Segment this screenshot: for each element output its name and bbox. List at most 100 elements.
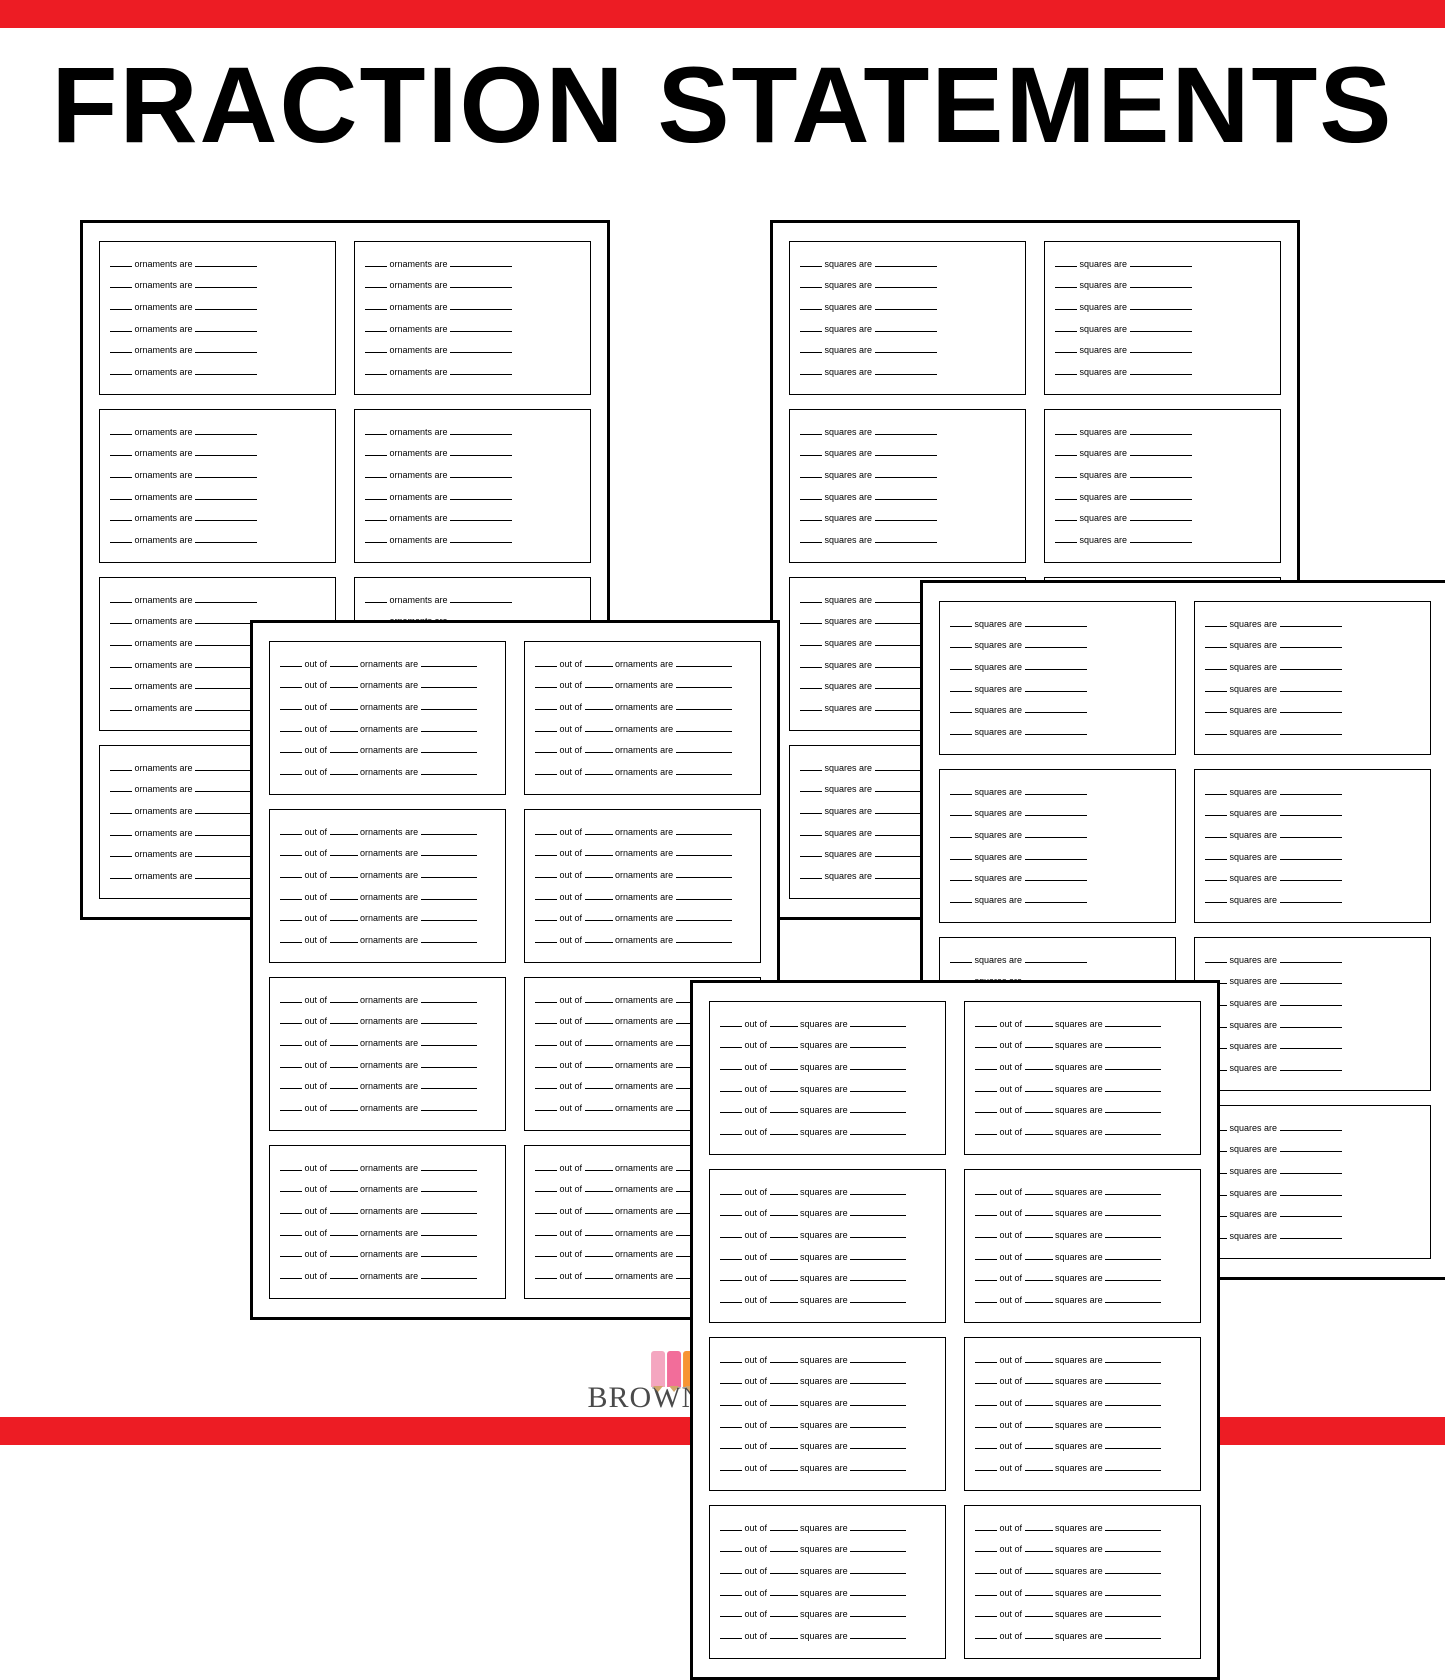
statement-line: squares are	[800, 467, 1015, 483]
statement-line: out of squares are	[975, 1081, 1190, 1097]
statement-line: out of ornaments are	[280, 1013, 495, 1029]
statement-line: ornaments are	[365, 424, 580, 440]
statement-line: out of ornaments are	[280, 1268, 495, 1284]
statement-line: out of squares are	[975, 1438, 1190, 1454]
statement-line: ornaments are	[365, 256, 580, 272]
statement-line: squares are	[1055, 299, 1270, 315]
statement-card: out of ornaments are out of ornaments ar…	[269, 1145, 506, 1299]
statement-line: squares are	[950, 659, 1165, 675]
statement-line: squares are	[1055, 489, 1270, 505]
statement-line: out of squares are	[720, 1606, 935, 1622]
statement-line: out of ornaments are	[535, 889, 750, 905]
statement-line: squares are	[1205, 1017, 1420, 1033]
statement-line: squares are	[1205, 784, 1420, 800]
statement-line: out of ornaments are	[280, 845, 495, 861]
page-title: FRACTION STATEMENTS	[0, 42, 1445, 167]
statement-card: squares are squares are squares are squa…	[789, 241, 1026, 395]
statement-line: squares are	[1205, 1038, 1420, 1054]
statement-line: out of ornaments are	[280, 699, 495, 715]
statement-line: squares are	[1205, 1185, 1420, 1201]
statement-card: ornaments are ornaments are ornaments ar…	[354, 241, 591, 395]
statement-line: squares are	[800, 510, 1015, 526]
statement-line: out of squares are	[975, 1184, 1190, 1200]
statement-line: squares are	[1055, 467, 1270, 483]
statement-line: out of squares are	[720, 1417, 935, 1433]
statement-line: out of ornaments are	[280, 1035, 495, 1051]
statement-card: out of ornaments are out of ornaments ar…	[524, 641, 761, 795]
statement-line: squares are	[800, 532, 1015, 548]
statement-card: out of ornaments are out of ornaments ar…	[269, 809, 506, 963]
statement-line: out of squares are	[720, 1395, 935, 1411]
statement-line: out of ornaments are	[280, 764, 495, 780]
statement-line: out of squares are	[720, 1227, 935, 1243]
statement-line: out of ornaments are	[535, 656, 750, 672]
statement-line: ornaments are	[110, 489, 325, 505]
statement-line: out of squares are	[720, 1628, 935, 1644]
statement-line: squares are	[1205, 724, 1420, 740]
statement-line: out of ornaments are	[280, 677, 495, 693]
statement-line: out of squares are	[975, 1520, 1190, 1536]
statement-line: out of squares are	[720, 1124, 935, 1140]
statement-line: squares are	[950, 637, 1165, 653]
statement-line: ornaments are	[365, 592, 580, 608]
statement-line: ornaments are	[365, 277, 580, 293]
statement-line: squares are	[800, 256, 1015, 272]
statement-line: ornaments are	[110, 532, 325, 548]
statement-line: out of ornaments are	[280, 1203, 495, 1219]
statement-line: out of squares are	[975, 1628, 1190, 1644]
statement-line: squares are	[1205, 952, 1420, 968]
statement-line: ornaments are	[365, 489, 580, 505]
statement-line: out of squares are	[975, 1563, 1190, 1579]
statement-line: squares are	[1205, 849, 1420, 865]
statement-line: squares are	[1205, 659, 1420, 675]
statement-card: out of ornaments are out of ornaments ar…	[269, 977, 506, 1131]
pencil-icon	[651, 1351, 665, 1387]
statement-card: out of squares are out of squares are ou…	[964, 1337, 1201, 1491]
statement-line: out of ornaments are	[535, 910, 750, 926]
statement-line: squares are	[1205, 681, 1420, 697]
statement-card: out of squares are out of squares are ou…	[709, 1169, 946, 1323]
statement-line: out of ornaments are	[535, 721, 750, 737]
statement-line: out of squares are	[720, 1037, 935, 1053]
statement-line: squares are	[800, 364, 1015, 380]
statement-line: squares are	[950, 805, 1165, 821]
statement-line: out of ornaments are	[535, 764, 750, 780]
statement-line: out of ornaments are	[280, 824, 495, 840]
statement-line: out of ornaments are	[535, 677, 750, 693]
statement-line: squares are	[1205, 995, 1420, 1011]
statement-line: out of ornaments are	[280, 867, 495, 883]
statement-line: out of squares are	[975, 1395, 1190, 1411]
statement-line: out of squares are	[720, 1373, 935, 1389]
statement-line: out of squares are	[975, 1270, 1190, 1286]
statement-line: out of squares are	[720, 1016, 935, 1032]
statement-line: squares are	[1205, 827, 1420, 843]
statement-line: out of squares are	[975, 1016, 1190, 1032]
statement-card: ornaments are ornaments are ornaments ar…	[99, 409, 336, 563]
statement-line: ornaments are	[110, 299, 325, 315]
statement-line: squares are	[1205, 1060, 1420, 1076]
statement-line: out of squares are	[720, 1081, 935, 1097]
statement-line: out of squares are	[975, 1373, 1190, 1389]
statement-card: squares are squares are squares are squa…	[1044, 409, 1281, 563]
statement-line: ornaments are	[110, 424, 325, 440]
statement-line: out of squares are	[975, 1227, 1190, 1243]
worksheet-canvas: ornaments are ornaments are ornaments ar…	[50, 200, 1395, 1355]
statement-line: ornaments are	[365, 510, 580, 526]
statement-line: squares are	[800, 342, 1015, 358]
statement-line: squares are	[1205, 1141, 1420, 1157]
statement-line: out of squares are	[975, 1417, 1190, 1433]
statement-line: ornaments are	[365, 299, 580, 315]
statement-line: out of ornaments are	[280, 1100, 495, 1116]
statement-line: ornaments are	[365, 467, 580, 483]
statement-line: squares are	[950, 616, 1165, 632]
statement-card: out of squares are out of squares are ou…	[964, 1169, 1201, 1323]
statement-line: out of squares are	[975, 1585, 1190, 1601]
statement-line: out of squares are	[720, 1059, 935, 1075]
statement-line: out of ornaments are	[280, 656, 495, 672]
statement-line: out of ornaments are	[535, 824, 750, 840]
statement-card: squares are squares are squares are squa…	[789, 409, 1026, 563]
statement-card: ornaments are ornaments are ornaments ar…	[99, 241, 336, 395]
statement-line: out of ornaments are	[535, 699, 750, 715]
statement-line: out of ornaments are	[280, 1181, 495, 1197]
statement-line: squares are	[950, 892, 1165, 908]
